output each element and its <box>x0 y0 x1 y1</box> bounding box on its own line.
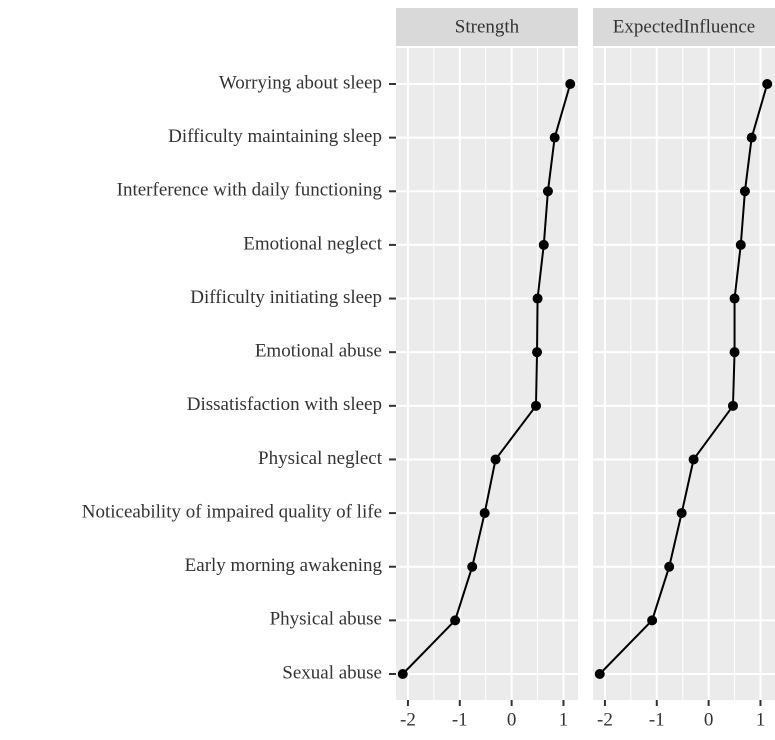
point <box>397 669 408 679</box>
point <box>746 132 757 143</box>
y-tick-label: Sexual abuse <box>282 662 382 683</box>
line <box>599 83 769 675</box>
y-tick-label: Physical neglect <box>258 448 383 469</box>
point <box>594 669 605 679</box>
point <box>688 454 699 465</box>
point <box>549 132 560 143</box>
point <box>467 561 478 572</box>
strip-title: ExpectedInfluence <box>613 16 755 37</box>
x-tick-label: 1 <box>756 709 766 730</box>
point <box>490 454 501 465</box>
panel <box>396 48 578 700</box>
strip <box>593 8 775 46</box>
strip <box>396 8 578 46</box>
y-tick-label: Physical abuse <box>270 609 382 630</box>
x-tick-label: 0 <box>704 709 714 730</box>
point <box>735 239 746 250</box>
y-tick-label: Early morning awakening <box>185 555 383 576</box>
point <box>542 186 553 197</box>
point <box>762 79 773 89</box>
point <box>664 561 675 572</box>
point <box>565 79 576 89</box>
x-tick-label: -1 <box>452 709 468 730</box>
y-tick-label: Emotional neglect <box>243 233 382 254</box>
x-tick-label: -2 <box>597 709 613 730</box>
point <box>532 293 543 304</box>
point <box>739 186 750 197</box>
x-tick-label: 0 <box>507 709 517 730</box>
y-tick-label: Noticeability of impaired quality of lif… <box>82 501 382 522</box>
point <box>479 508 490 519</box>
point <box>729 347 740 358</box>
y-tick-label: Difficulty initiating sleep <box>190 287 382 308</box>
y-tick-label: Dissatisfaction with sleep <box>187 394 382 415</box>
x-tick-label: -2 <box>400 709 416 730</box>
point <box>538 239 549 250</box>
y-tick-label: Worrying about sleep <box>219 72 382 93</box>
y-tick-label: Emotional abuse <box>255 341 382 362</box>
point <box>676 508 687 519</box>
point <box>729 293 740 304</box>
point <box>728 400 738 411</box>
strip-title: Strength <box>455 16 520 37</box>
panel <box>593 48 775 700</box>
point <box>450 615 461 626</box>
point <box>532 347 543 358</box>
y-tick-label: Difficulty maintaining sleep <box>168 126 382 147</box>
line <box>402 83 572 675</box>
y-tick-label: Interference with daily functioning <box>117 180 383 201</box>
point <box>647 615 658 626</box>
point <box>531 400 541 411</box>
x-tick-label: -1 <box>649 709 665 730</box>
x-tick-label: 1 <box>559 709 569 730</box>
